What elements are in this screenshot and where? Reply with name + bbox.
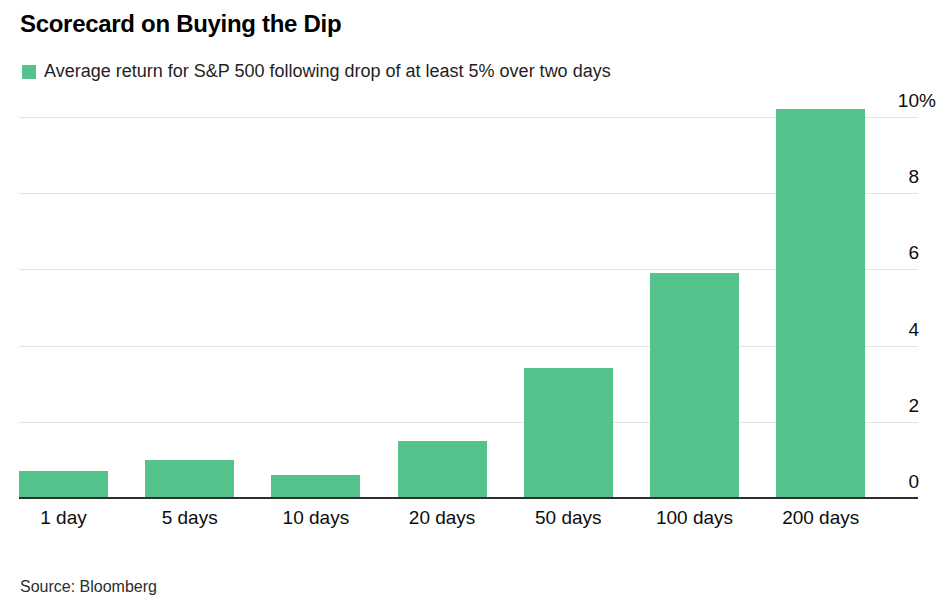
bar-5-days	[145, 460, 234, 498]
y-tick-label-8: 8	[908, 167, 919, 186]
bar-50-days	[524, 368, 613, 498]
x-tick-label-20-days: 20 days	[409, 508, 476, 529]
y-tick-label-6: 6	[908, 243, 919, 262]
bar-100-days	[650, 273, 739, 498]
bar-1-day	[19, 471, 108, 498]
plot-area: 0 2 4 6 8 10% 1 day 5 days 10 days 20 days 50 days…	[0, 0, 950, 604]
chart-figure: Scorecard on Buying the Dip Average retu…	[0, 0, 950, 604]
x-tick-label-200-days: 200 days	[782, 508, 859, 529]
y-tick-unit: %	[919, 91, 936, 110]
y-tick-label-0: 0	[908, 472, 919, 491]
x-tick-label-10-days: 10 days	[283, 508, 350, 529]
bar-200-days	[776, 109, 865, 498]
y-tick-label-4: 4	[908, 320, 919, 339]
source-note: Source: Bloomberg	[20, 578, 157, 596]
x-axis-baseline	[19, 497, 918, 499]
bar-10-days	[271, 475, 360, 498]
x-tick-label-100-days: 100 days	[656, 508, 733, 529]
x-tick-label-50-days: 50 days	[535, 508, 602, 529]
y-tick-label-10: 10%	[898, 91, 919, 110]
x-tick-label-5-days: 5 days	[162, 508, 218, 529]
y-tick-label-2: 2	[908, 396, 919, 415]
bar-20-days	[398, 441, 487, 498]
x-tick-label-1-day: 1 day	[40, 508, 86, 529]
